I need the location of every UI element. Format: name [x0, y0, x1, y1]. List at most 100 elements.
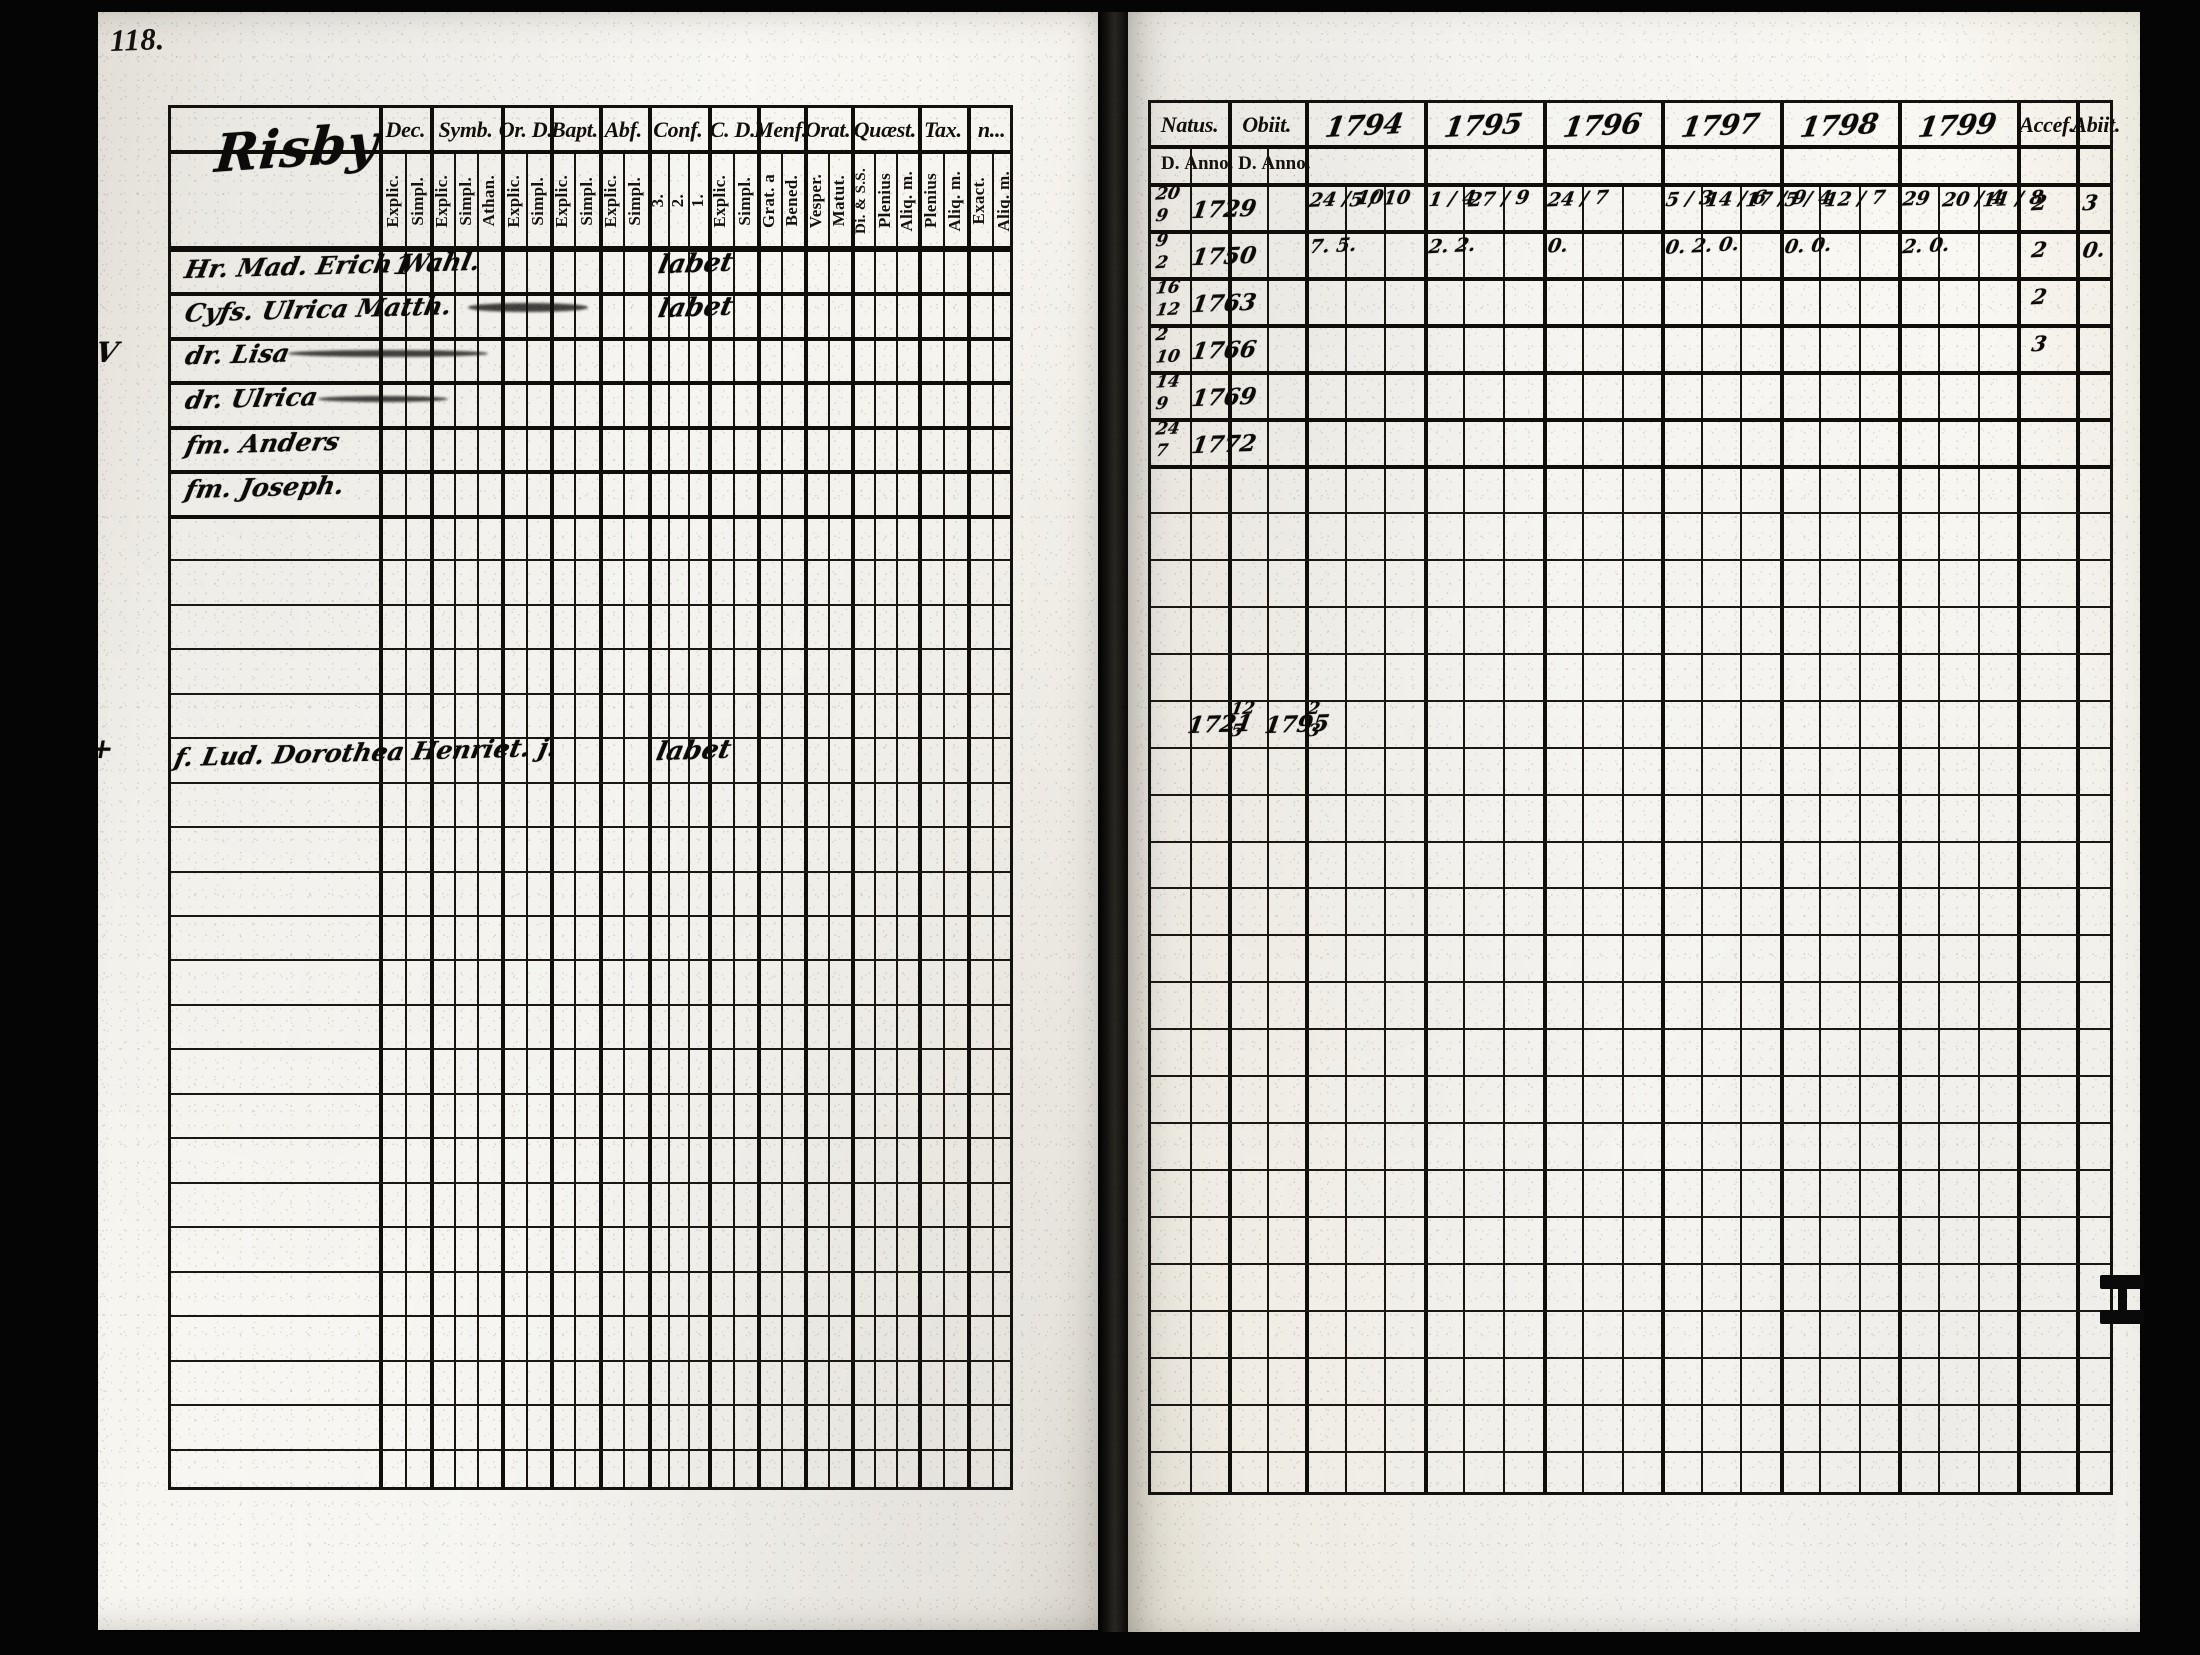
row-line[interactable] — [171, 381, 1010, 386]
subheader-cell[interactable]: Simpl. — [574, 154, 598, 248]
subheader-cell[interactable]: Athan. — [477, 154, 501, 248]
col-line-r[interactable] — [2076, 103, 2081, 1492]
subheader-label[interactable]: Athan. — [479, 175, 499, 227]
row-line[interactable] — [171, 336, 1010, 341]
subheader-label-r[interactable]: D. — [1238, 153, 1257, 174]
col-line-sub-r[interactable] — [1266, 147, 1269, 1492]
subheader-cell[interactable]: Simpl. — [405, 154, 429, 248]
natus-month[interactable]: 10 — [1154, 346, 1182, 368]
subheader-label[interactable]: Explic. — [383, 174, 403, 228]
row-line-r[interactable] — [1151, 1122, 2110, 1125]
subheader-cell[interactable]: Simpl. — [526, 154, 550, 248]
row-line[interactable] — [171, 559, 1010, 562]
ink-smudge[interactable] — [288, 349, 488, 357]
subheader-cell[interactable]: Simpl. — [733, 154, 757, 248]
row-line-r[interactable] — [1151, 1357, 2110, 1360]
subheader-label[interactable]: Explic. — [431, 174, 451, 228]
header-orat[interactable]: Orat. — [804, 117, 851, 142]
year-value-y1798[interactable]: 0. 0. — [1782, 233, 1834, 259]
row-line[interactable] — [171, 1048, 1010, 1051]
year-value-y1794[interactable]: 7. 5. — [1308, 233, 1359, 259]
col-line-year-sub[interactable] — [1582, 183, 1585, 1492]
col-line-year-sub[interactable] — [1740, 183, 1743, 1492]
natus-anno[interactable]: 1769 — [1189, 382, 1259, 412]
header-1799[interactable]: 1799 — [1916, 106, 2000, 144]
row-line[interactable] — [171, 1315, 1010, 1318]
row-line[interactable] — [171, 1181, 1010, 1184]
row-line-r[interactable] — [1151, 1404, 2110, 1407]
col-line-sub[interactable] — [732, 154, 735, 1487]
col-line-year-sub[interactable] — [1502, 183, 1505, 1492]
row-line-r[interactable] — [1151, 1451, 2110, 1454]
subheader-cell[interactable]: 2. — [668, 154, 688, 248]
col-line-sub[interactable] — [453, 154, 456, 1487]
header-dec[interactable]: Dec. — [385, 117, 426, 142]
row-line-r[interactable] — [1151, 934, 2110, 937]
row-line-r[interactable] — [1151, 511, 2110, 514]
row-line[interactable] — [171, 292, 1010, 297]
row-line-r[interactable] — [1151, 1216, 2110, 1219]
entry-cd[interactable]: labet — [655, 292, 736, 325]
subheader-cell[interactable]: Bened. — [781, 154, 805, 248]
year-value-y1796[interactable]: 24 / 7 — [1545, 186, 1610, 212]
row-line-r[interactable] — [1151, 746, 2110, 749]
subheader-cell[interactable]: Simpl. — [454, 154, 478, 248]
row-line[interactable] — [171, 1226, 1010, 1229]
subheader-label-r[interactable]: Anno. — [1261, 153, 1311, 174]
year-value-y1797[interactable]: 0. 2. 0. — [1664, 233, 1742, 259]
natus-day[interactable]: 14 — [1154, 371, 1182, 393]
row-line[interactable] — [171, 1092, 1010, 1095]
row-line-r[interactable] — [1151, 183, 2110, 187]
natus-day[interactable]: 24 — [1154, 418, 1182, 440]
row-line[interactable] — [171, 470, 1010, 475]
row-line[interactable] — [171, 692, 1010, 695]
col-line-year-sub[interactable] — [1977, 183, 1980, 1492]
natus-anno[interactable]: 1750 — [1189, 241, 1259, 272]
row-line-r[interactable] — [1151, 652, 2110, 655]
row-line[interactable] — [171, 959, 1010, 962]
row-line-r[interactable] — [1151, 887, 2110, 890]
subheader-label-r[interactable]: Anno. — [1184, 153, 1234, 174]
year-value-y1796[interactable]: 0. — [1545, 234, 1570, 258]
subheader-cell[interactable]: Simpl. — [623, 154, 647, 248]
col-line[interactable] — [851, 108, 856, 1487]
col-line-r[interactable] — [2017, 103, 2022, 1492]
subheader-label[interactable]: Aliq. m. — [945, 170, 965, 232]
header-cd[interactable]: C. D. — [709, 117, 756, 142]
col-line-year-sub[interactable] — [1621, 183, 1624, 1492]
subheader-label-r[interactable]: D. — [1161, 153, 1180, 174]
subheader-cell-r[interactable]: D. — [1151, 147, 1190, 181]
row-line-r[interactable] — [1151, 699, 2110, 702]
header-abiit[interactable]: Abiit. — [2072, 112, 2121, 137]
entry-name[interactable]: fm. Anders — [182, 426, 343, 460]
header-1798[interactable]: 1798 — [1797, 106, 1881, 144]
col-line-sub[interactable] — [991, 154, 994, 1487]
row-line-r[interactable] — [1151, 370, 2110, 375]
subheader-label[interactable]: Simpl. — [527, 176, 547, 226]
col-line-year-sub[interactable] — [1819, 183, 1822, 1492]
col-line[interactable] — [598, 108, 603, 1487]
subheader-cell-r[interactable]: Anno. — [1184, 147, 1233, 181]
entry-name[interactable]: dr. Ulrica — [182, 382, 321, 416]
subheader-label[interactable]: 1. — [688, 194, 708, 208]
subheader-label[interactable]: Explic. — [503, 174, 523, 228]
subheader-label[interactable]: Plenius — [874, 173, 894, 229]
col-line[interactable] — [550, 108, 555, 1487]
year-value-y1795[interactable]: 2. 2. — [1426, 233, 1478, 259]
row-line[interactable] — [171, 1404, 1010, 1407]
row-line[interactable] — [171, 826, 1010, 829]
col-line-year-sub[interactable] — [1344, 183, 1347, 1492]
row-line-r[interactable] — [1151, 1169, 2110, 1172]
header-accef[interactable]: Accef. — [2019, 112, 2075, 137]
entry-cd[interactable]: labet — [655, 247, 736, 281]
subheader-cell[interactable]: Plenius — [874, 154, 896, 248]
col-line[interactable] — [756, 108, 761, 1487]
col-line-r[interactable] — [1542, 103, 1547, 1492]
header-conf[interactable]: Conf. — [653, 117, 703, 142]
ink-smudge[interactable] — [318, 396, 448, 403]
header-obiit[interactable]: Obiit. — [1242, 112, 1292, 137]
subheader-label[interactable]: Simpl. — [455, 176, 475, 226]
col-line-sub[interactable] — [942, 154, 945, 1487]
subheader-label[interactable]: Aliq. m. — [993, 170, 1013, 232]
subheader-cell[interactable]: Aliq. m. — [896, 154, 918, 248]
